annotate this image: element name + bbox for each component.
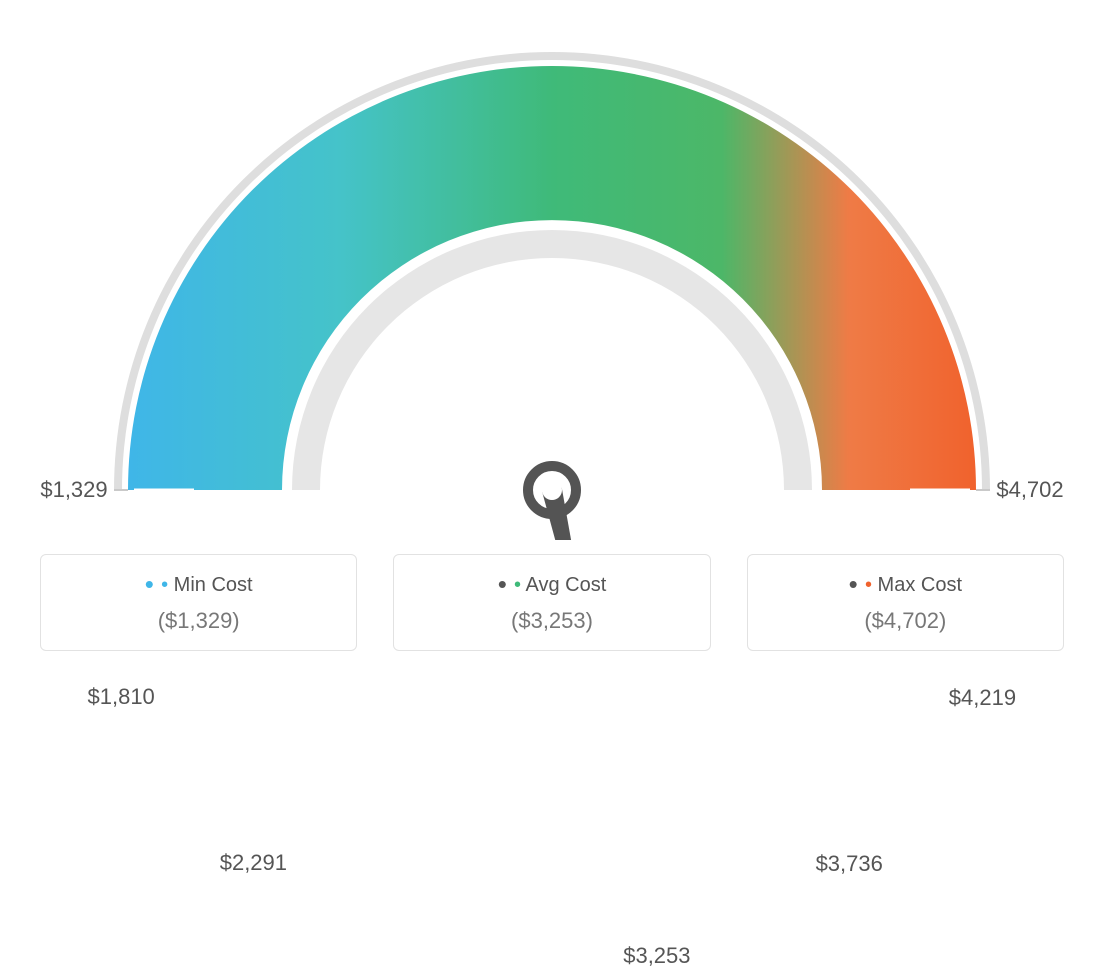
gauge-tick-label: $3,736	[816, 851, 883, 877]
legend-row: • Min Cost ($1,329) • Avg Cost ($3,253) …	[0, 554, 1104, 651]
gauge-tick-label: $2,291	[220, 850, 287, 876]
gauge-tick-label: $4,702	[996, 477, 1063, 503]
legend-avg-value: ($3,253)	[404, 608, 699, 634]
legend-min-label: • Min Cost	[51, 569, 346, 600]
legend-max-value: ($4,702)	[758, 608, 1053, 634]
gauge-tick-label: $1,329	[40, 477, 107, 503]
legend-max-label: • Max Cost	[758, 569, 1053, 600]
gauge-tick-label: $1,810	[88, 684, 155, 710]
legend-card-max: • Max Cost ($4,702)	[747, 554, 1064, 651]
legend-avg-label: • Avg Cost	[404, 569, 699, 600]
gauge-tick-label: $4,219	[949, 685, 1016, 711]
gauge-tick-label: $3,253	[623, 943, 690, 969]
legend-card-avg: • Avg Cost ($3,253)	[393, 554, 710, 651]
gauge-chart: $1,329$1,810$2,291$3,253$3,736$4,219$4,7…	[0, 0, 1104, 540]
legend-card-min: • Min Cost ($1,329)	[40, 554, 357, 651]
gauge-svg	[0, 0, 1104, 540]
legend-min-value: ($1,329)	[51, 608, 346, 634]
